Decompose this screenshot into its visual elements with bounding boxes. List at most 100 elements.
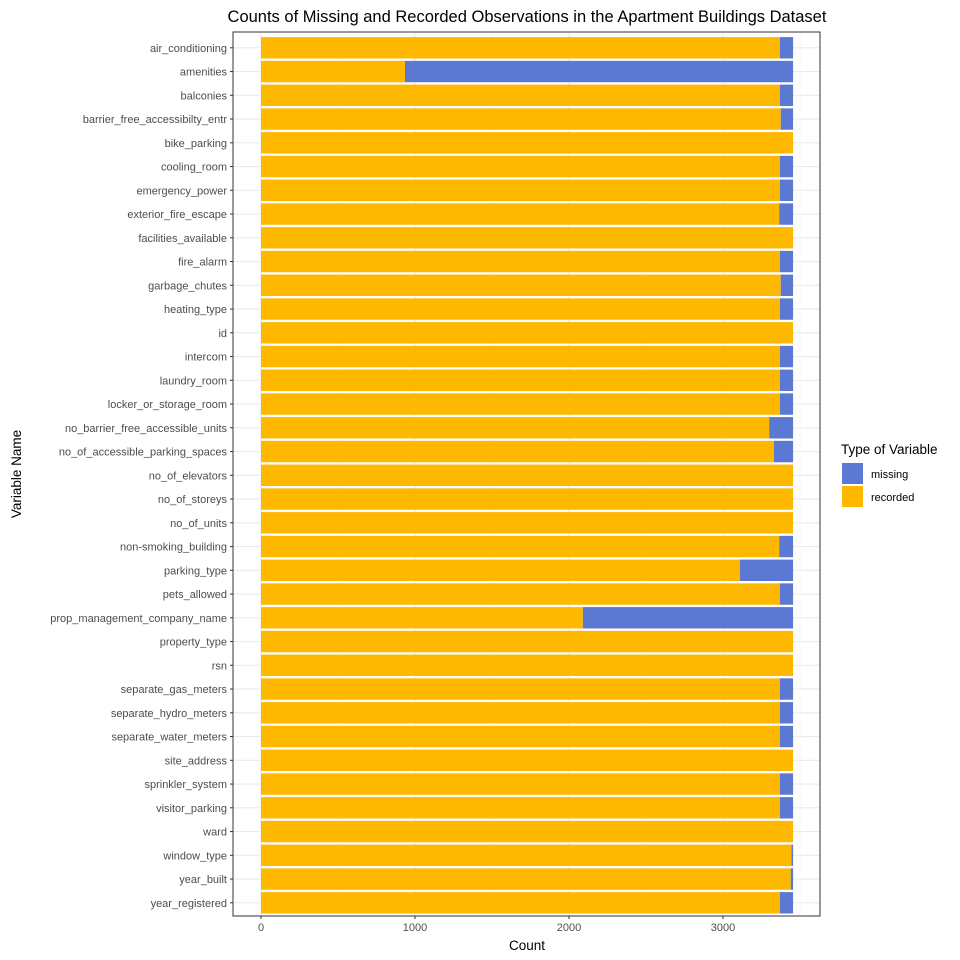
y-tick-label: no_barrier_free_accessible_units (65, 423, 228, 435)
bar-missing-cooling_room (779, 155, 794, 178)
bar-recorded-balconies (261, 84, 780, 106)
plot-panel-border (232, 31, 821, 917)
y-tick-label: separate_hydro_meters (111, 708, 228, 720)
x-axis-ticks: 0 1000 2000 3000 (258, 916, 735, 934)
bar-recorded-separate_water_meters (261, 725, 780, 748)
bar-missing-year_registered (779, 892, 794, 914)
y-tick-label: no_of_accessible_parking_spaces (59, 447, 228, 459)
bar-recorded-emergency_power (261, 179, 780, 201)
y-tick-label: fire_alarm (178, 257, 227, 269)
bar-missing-balconies (779, 84, 794, 106)
bar-recorded-no_of_elevators (261, 464, 794, 486)
y-tick-label: separate_gas_meters (121, 684, 228, 696)
x-axis-label: Count (509, 938, 545, 953)
y-tick-label: property_type (160, 637, 227, 649)
y-tick-label: no_of_units (170, 518, 227, 530)
bar-recorded-no_of_accessible_parking_spaces (261, 440, 774, 463)
bar-recorded-exterior_fire_escape (261, 203, 780, 225)
y-tick-label: id (218, 328, 227, 340)
y-tick-label: site_address (165, 755, 228, 767)
x-tick-label: 0 (258, 922, 264, 934)
y-tick-label: bike_parking (165, 138, 227, 150)
bar-recorded-site_address (261, 749, 794, 771)
bar-recorded-separate_gas_meters (261, 678, 780, 700)
bar-missing-fire_alarm (779, 250, 794, 273)
legend-key-recorded (842, 486, 863, 507)
bar-recorded-year_registered (261, 892, 780, 914)
bar-missing-air_conditioning (779, 37, 794, 59)
bar-missing-parking_type (739, 559, 794, 581)
bar-missing-separate_gas_meters (779, 678, 794, 700)
bar-recorded-parking_type (261, 559, 740, 581)
legend-key-missing (842, 463, 863, 484)
y-tick-label: heating_type (164, 304, 227, 316)
y-tick-label: amenities (180, 67, 228, 79)
bar-recorded-intercom (261, 345, 780, 368)
bar-recorded-separate_hydro_meters (261, 702, 780, 724)
y-tick-label: separate_water_meters (111, 732, 227, 744)
bar-recorded-pets_allowed (261, 583, 780, 605)
bar-missing-prop_management_company_name (582, 607, 794, 629)
bar-recorded-locker_or_storage_room (261, 393, 780, 415)
bar-missing-year_built (790, 868, 794, 890)
bar-recorded-air_conditioning (261, 37, 780, 59)
y-tick-label: sprinkler_system (144, 779, 227, 791)
bar-missing-locker_or_storage_room (779, 393, 794, 415)
y-tick-label: no_of_elevators (149, 470, 228, 482)
bar-missing-non-smoking_building (779, 535, 794, 558)
legend-label-recorded: recorded (871, 492, 914, 504)
bar-missing-pets_allowed (779, 583, 794, 605)
legend: Type of Variable missing recorded (841, 442, 938, 507)
bars-group (261, 37, 794, 914)
bar-missing-emergency_power (779, 179, 794, 201)
legend-label-missing: missing (871, 469, 908, 481)
y-tick-label: prop_management_company_name (50, 613, 227, 625)
bar-recorded-id (261, 322, 794, 344)
y-tick-label: exterior_fire_escape (127, 209, 227, 221)
bar-recorded-cooling_room (261, 155, 780, 178)
y-tick-label: garbage_chutes (148, 280, 227, 292)
y-tick-label: rsn (212, 660, 227, 672)
bar-recorded-facilities_available (261, 227, 794, 249)
y-tick-label: air_conditioning (150, 43, 227, 55)
bar-missing-barrier_free_accessibilty_entr (780, 108, 794, 130)
bar-missing-window_type (791, 844, 794, 866)
y-tick-label: pets_allowed (163, 589, 227, 601)
y-tick-label: visitor_parking (156, 803, 227, 815)
y-tick-label: locker_or_storage_room (108, 399, 227, 411)
chart-title: Counts of Missing and Recorded Observati… (228, 8, 827, 26)
bar-recorded-prop_management_company_name (261, 607, 583, 629)
bar-recorded-non-smoking_building (261, 535, 780, 558)
bar-recorded-bike_parking (261, 132, 794, 154)
bar-recorded-no_of_units (261, 512, 794, 534)
bar-missing-garbage_chutes (780, 274, 794, 296)
y-tick-label: barrier_free_accessibilty_entr (83, 114, 228, 126)
bar-missing-intercom (779, 345, 794, 368)
y-tick-label: non-smoking_building (120, 542, 227, 554)
bar-recorded-sprinkler_system (261, 773, 780, 795)
bar-missing-heating_type (779, 298, 794, 320)
y-tick-label: cooling_room (161, 162, 227, 174)
y-tick-label: year_registered (151, 898, 227, 910)
bar-recorded-rsn (261, 654, 794, 676)
y-tick-label: ward (202, 827, 227, 839)
bar-missing-no_barrier_free_accessible_units (769, 417, 794, 439)
y-tick-label: intercom (185, 352, 227, 364)
bar-recorded-laundry_room (261, 369, 780, 391)
y-tick-label: laundry_room (160, 375, 227, 387)
y-tick-label: year_built (179, 874, 227, 886)
bar-missing-sprinkler_system (779, 773, 794, 795)
bar-recorded-no_of_storeys (261, 488, 794, 510)
y-tick-label: no_of_storeys (158, 494, 228, 506)
bar-recorded-ward (261, 820, 794, 843)
bar-missing-no_of_accessible_parking_spaces (773, 440, 794, 463)
x-tick-label: 1000 (403, 922, 427, 934)
bar-missing-separate_water_meters (779, 725, 794, 748)
y-tick-label: window_type (162, 850, 227, 862)
y-tick-label: parking_type (164, 565, 227, 577)
y-axis-label: Variable Name (9, 430, 24, 518)
bar-missing-visitor_parking (779, 797, 794, 819)
bar-recorded-barrier_free_accessibilty_entr (261, 108, 781, 130)
bar-missing-amenities (404, 60, 794, 83)
